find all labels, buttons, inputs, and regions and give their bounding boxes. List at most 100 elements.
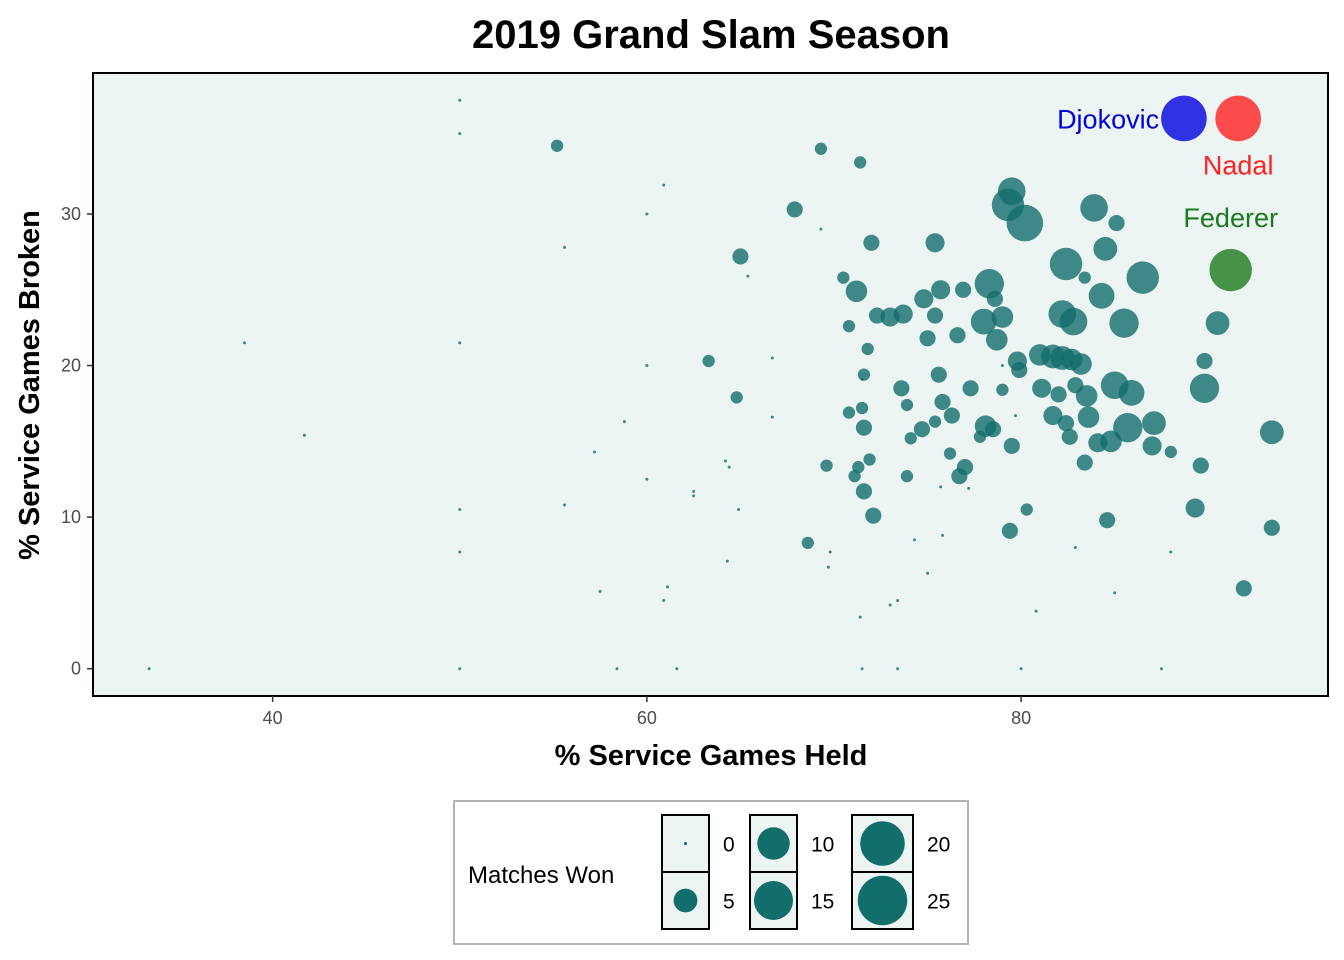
x-axis: 40 60 80	[263, 696, 1031, 728]
data-point	[1192, 457, 1209, 474]
data-point	[1259, 420, 1284, 445]
data-point	[1020, 503, 1033, 516]
data-point	[842, 319, 856, 333]
data-point	[896, 599, 900, 603]
data-point	[801, 536, 814, 550]
data-point	[243, 341, 247, 345]
data-point	[1032, 378, 1052, 398]
data-point	[996, 383, 1009, 396]
data-point	[1088, 282, 1115, 309]
data-point	[951, 468, 968, 485]
legend-label: 10	[811, 834, 834, 857]
data-point	[926, 307, 944, 324]
data-point	[1142, 436, 1162, 456]
data-point	[675, 667, 679, 671]
data-point	[934, 393, 951, 411]
legend-key-symbol	[684, 842, 687, 845]
data-point	[1049, 247, 1083, 281]
data-point	[860, 667, 864, 671]
data-point	[939, 485, 943, 489]
legend-title: Matches Won	[468, 862, 614, 889]
legend-label: 20	[927, 834, 950, 857]
legend-key-symbol	[753, 880, 794, 921]
data-point	[819, 227, 823, 231]
data-point	[1164, 445, 1177, 459]
data-point	[1078, 271, 1091, 284]
data-point	[888, 603, 892, 607]
data-point	[970, 308, 997, 335]
legend: Matches Won 0 5 10 15 20 25	[453, 800, 969, 945]
data-point	[1126, 261, 1159, 294]
x-axis-title: % Service Games Held	[555, 740, 868, 772]
legend-key-symbol	[757, 827, 790, 860]
data-point	[1075, 385, 1098, 407]
y-axis: 0 10 20 30	[61, 204, 93, 679]
data-point	[458, 550, 462, 554]
data-point	[1077, 406, 1100, 428]
data-point	[458, 98, 462, 102]
data-point	[855, 483, 873, 500]
data-point	[1043, 406, 1063, 426]
legend-key-symbol	[857, 875, 908, 926]
data-point	[855, 419, 873, 436]
data-point	[1142, 411, 1166, 436]
data-point	[973, 430, 987, 443]
data-point	[1169, 550, 1173, 554]
data-point	[868, 307, 886, 324]
data-point	[1109, 308, 1139, 338]
data-point	[662, 183, 666, 187]
data-point	[770, 356, 774, 360]
data-point	[820, 459, 833, 472]
points-layer	[147, 98, 1284, 671]
data-point	[770, 415, 774, 419]
data-point	[848, 470, 861, 483]
data-point	[1113, 413, 1143, 443]
data-point	[645, 477, 649, 481]
data-point	[1099, 512, 1116, 529]
data-point	[645, 212, 649, 216]
data-point	[598, 589, 602, 593]
data-point	[1076, 454, 1093, 471]
data-point	[1073, 545, 1077, 549]
data-point	[1118, 379, 1145, 406]
data-point	[1185, 498, 1205, 518]
x-tick-label: 40	[263, 708, 283, 728]
data-point	[913, 421, 931, 438]
data-point	[458, 341, 462, 345]
data-point	[926, 571, 930, 575]
data-point	[550, 139, 564, 152]
data-point	[1235, 580, 1252, 597]
data-point	[1003, 437, 1020, 454]
data-point	[692, 489, 696, 493]
data-point	[865, 507, 882, 524]
data-point	[723, 459, 727, 463]
data-point	[1001, 522, 1018, 539]
data-point	[746, 274, 750, 278]
data-point	[863, 234, 880, 251]
data-point	[861, 342, 874, 356]
data-point	[1011, 362, 1028, 379]
legend-label: 15	[811, 891, 834, 914]
data-point	[837, 271, 850, 284]
data-point	[943, 447, 957, 460]
data-point	[896, 667, 900, 671]
data-point	[985, 328, 1008, 351]
data-point	[854, 156, 867, 169]
annotation-djokovic: Djokovic	[1057, 104, 1159, 134]
data-point	[949, 327, 966, 344]
data-point	[931, 280, 951, 300]
data-point	[857, 368, 871, 381]
data-point	[984, 421, 1002, 438]
data-point	[1093, 236, 1118, 261]
y-axis-title: % Service Games Broken	[14, 210, 46, 560]
data-point	[1050, 386, 1067, 403]
data-point	[702, 354, 715, 368]
highlight-layer: Djokovic Nadal Federer	[1057, 95, 1278, 292]
data-point	[1014, 414, 1018, 418]
y-tick-label: 0	[71, 659, 81, 679]
data-point	[1113, 591, 1117, 595]
data-point	[786, 201, 803, 218]
data-point	[615, 667, 619, 671]
data-point	[858, 615, 862, 619]
legend-key-symbol	[673, 888, 698, 913]
